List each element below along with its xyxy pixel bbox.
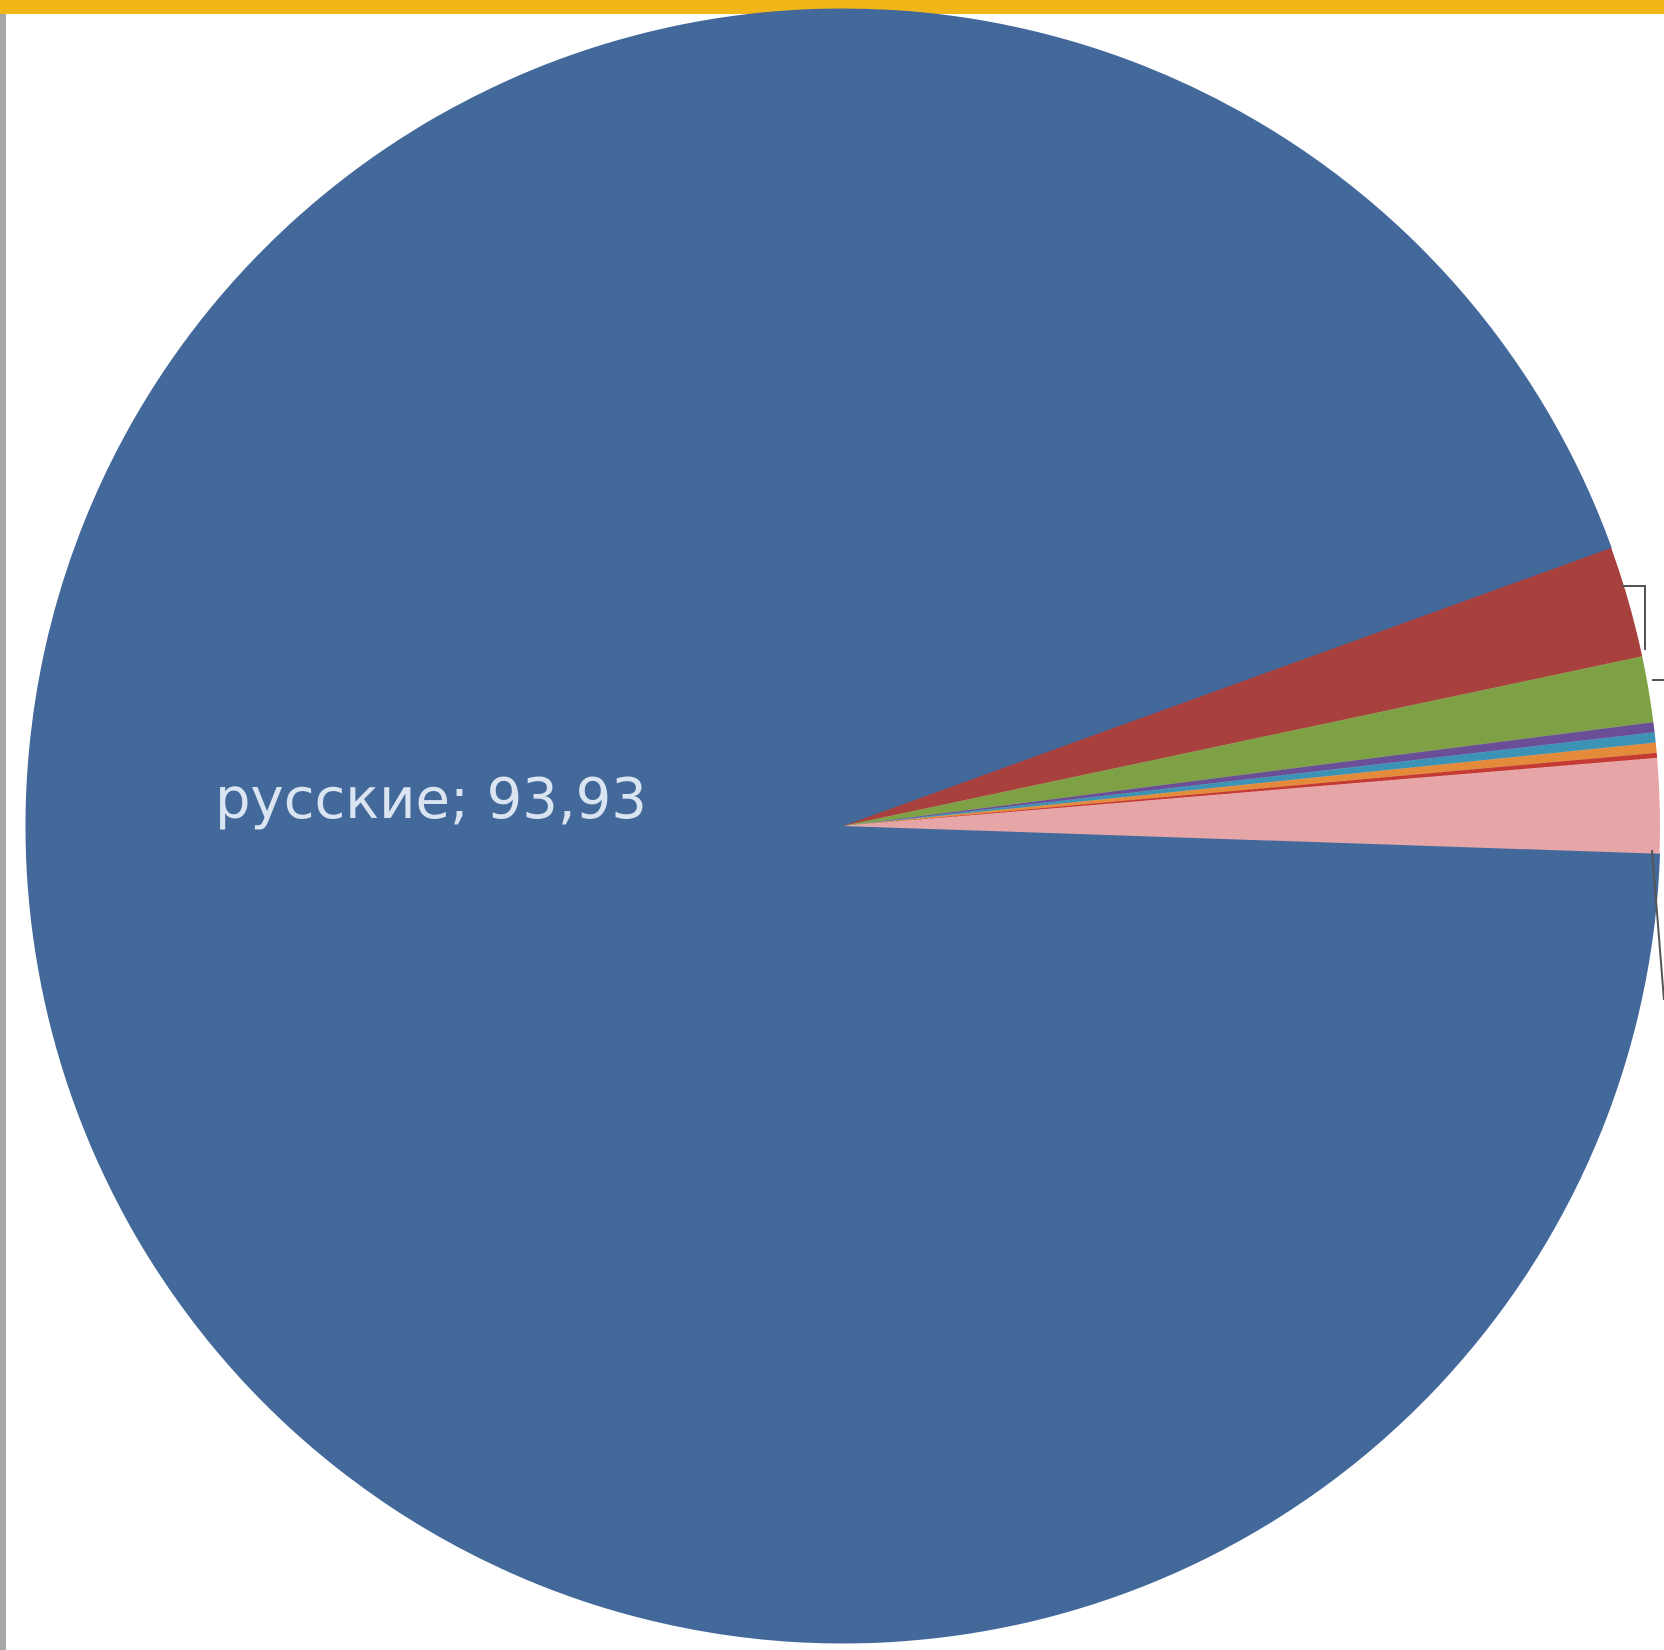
pie-slice-2: [843, 656, 1654, 826]
pie-slice-5: [843, 742, 1657, 826]
leader-line-2: [1651, 849, 1664, 1001]
left-border: [0, 14, 6, 1650]
pie-slice-0: [25, 8, 1661, 1644]
pie-labels: русские; 93,93: [215, 585, 1664, 1001]
pie-slice-7: [843, 757, 1660, 854]
slice-label-0: русские; 93,93: [215, 767, 647, 832]
pie-slice-4: [843, 732, 1656, 826]
top-accent-bar: [0, 0, 1664, 14]
pie-slices: [25, 8, 1661, 1644]
leader-line-0: [1622, 585, 1646, 650]
pie-slice-6: [843, 752, 1658, 826]
pie-slice-3: [843, 722, 1655, 826]
pie-slice-1: [843, 547, 1643, 826]
